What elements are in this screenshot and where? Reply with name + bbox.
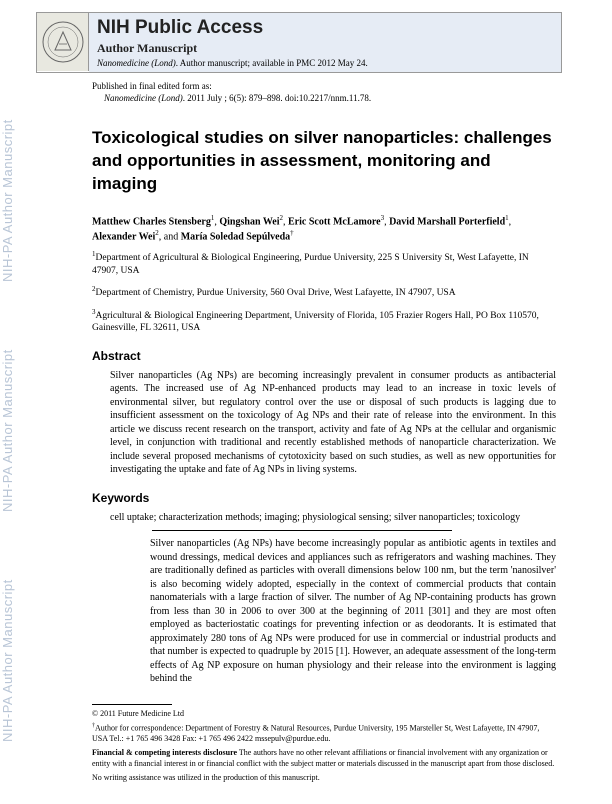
journal-rest: . Author manuscript; available in PMC 20… xyxy=(176,58,368,68)
section-divider xyxy=(152,530,452,531)
pub-cite-italic: Nanomedicine (Lond) xyxy=(104,93,183,103)
affiliation-1: 1Department of Agricultural & Biological… xyxy=(92,250,556,277)
intro-paragraph: Silver nanoparticles (Ag NPs) have becom… xyxy=(150,537,556,686)
writing-assistance: No writing assistance was utilized in th… xyxy=(92,773,556,783)
main-content: Published in final edited form as: Nanom… xyxy=(36,81,612,784)
abstract-body: Silver nanoparticles (Ag NPs) are becomi… xyxy=(110,369,556,477)
abstract-heading: Abstract xyxy=(92,349,556,363)
nih-seal-icon xyxy=(37,13,89,71)
watermark-3: NIH-PA Author Manuscript xyxy=(0,542,15,742)
watermark-2: NIH-PA Author Manuscript xyxy=(0,312,15,512)
nih-title: NIH Public Access xyxy=(97,17,553,39)
footer-block: © 2011 Future Medicine Ltd †Author for c… xyxy=(92,709,556,784)
watermark-1: NIH-PA Author Manuscript xyxy=(0,82,15,282)
copyright: © 2011 Future Medicine Ltd xyxy=(92,709,556,719)
author-manuscript-label: Author Manuscript xyxy=(97,41,553,56)
page-content: NIH Public Access Author Manuscript Nano… xyxy=(36,12,612,784)
journal-line: Nanomedicine (Lond). Author manuscript; … xyxy=(97,58,553,68)
nih-header: NIH Public Access Author Manuscript Nano… xyxy=(36,12,562,73)
correspondence: †Author for correspondence: Department o… xyxy=(92,723,556,744)
author-2: Qingshan Wei xyxy=(219,216,279,227)
article-title: Toxicological studies on silver nanopart… xyxy=(92,127,556,196)
journal-italic: Nanomedicine (Lond) xyxy=(97,58,176,68)
sidebar-watermarks: NIH-PA Author Manuscript NIH-PA Author M… xyxy=(0,12,36,804)
footer-divider xyxy=(92,704,172,705)
pub-info: Published in final edited form as: xyxy=(92,81,556,91)
author-1: Matthew Charles Stensberg xyxy=(92,216,211,227)
keywords-heading: Keywords xyxy=(92,491,556,505)
author-3: Eric Scott McLamore xyxy=(288,216,381,227)
author-5: Alexander Wei xyxy=(92,231,155,242)
affiliation-2: 2Department of Chemistry, Purdue Univers… xyxy=(92,285,556,300)
header-text-block: NIH Public Access Author Manuscript Nano… xyxy=(89,13,561,72)
financial-disclosure: Financial & competing interests disclosu… xyxy=(92,748,556,769)
pub-citation: Nanomedicine (Lond). 2011 July ; 6(5): 8… xyxy=(104,93,556,103)
keywords-body: cell uptake; characterization methods; i… xyxy=(110,511,556,525)
pub-cite-rest: . 2011 July ; 6(5): 879–898. doi:10.2217… xyxy=(183,93,371,103)
author-list: Matthew Charles Stensberg1, Qingshan Wei… xyxy=(92,214,556,245)
author-4: David Marshall Porterfield xyxy=(389,216,505,227)
author-6: María Soledad Sepúlveda xyxy=(181,231,290,242)
affiliation-3: 3Agricultural & Biological Engineering D… xyxy=(92,308,556,335)
